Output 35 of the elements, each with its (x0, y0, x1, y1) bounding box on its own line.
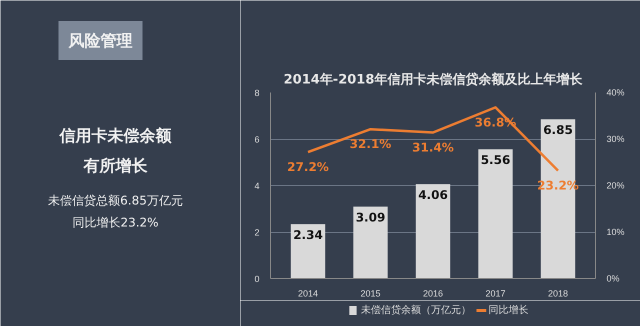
data-label: 6.85 (543, 123, 573, 138)
data-label: 31.4% (412, 140, 454, 154)
x-tick-label: 2016 (422, 288, 444, 298)
legend-label: 同比增长 (488, 304, 529, 316)
x-tick-label: 2015 (360, 288, 381, 298)
text: 有所增长 (82, 156, 148, 175)
y-tick-label: 0 (254, 274, 260, 284)
bar (353, 206, 388, 278)
x-tick-label: 2017 (485, 288, 506, 298)
x-tick-label: 2014 (298, 288, 318, 298)
text: 同比增长23.2% (72, 216, 159, 230)
y2-tick-label: 0% (606, 274, 620, 284)
chart-title: 2014年-2018年信用卡未偿信贷余额及比上年增长 (284, 72, 584, 88)
y2-tick-label: 20% (606, 180, 625, 190)
y-tick-label: 2 (254, 228, 260, 238)
data-label: 27.2% (287, 160, 329, 174)
legend-label: 未偿信贷余额（万亿元） (361, 304, 472, 316)
x-tick-label: 2018 (548, 288, 568, 298)
data-label: 5.56 (480, 153, 510, 168)
y-tick-label: 8 (254, 88, 260, 98)
text: 信用卡未偿余额 (58, 126, 172, 145)
data-label: 3.09 (356, 210, 386, 225)
data-label: 4.06 (418, 188, 448, 202)
bar (478, 149, 513, 278)
y2-tick-label: 30% (606, 134, 625, 144)
text: 风险管理 (68, 31, 132, 50)
text: 未偿信贷总额6.85万亿元 (48, 194, 183, 208)
bar (290, 224, 326, 278)
y2-tick-label: 10% (606, 227, 625, 237)
bar (416, 184, 450, 278)
data-label: 32.1% (350, 137, 392, 152)
y-tick-label: 6 (254, 134, 260, 144)
data-label: 2.34 (293, 228, 323, 242)
y2-tick-label: 40% (606, 88, 625, 98)
y-tick-label: 4 (254, 181, 260, 191)
